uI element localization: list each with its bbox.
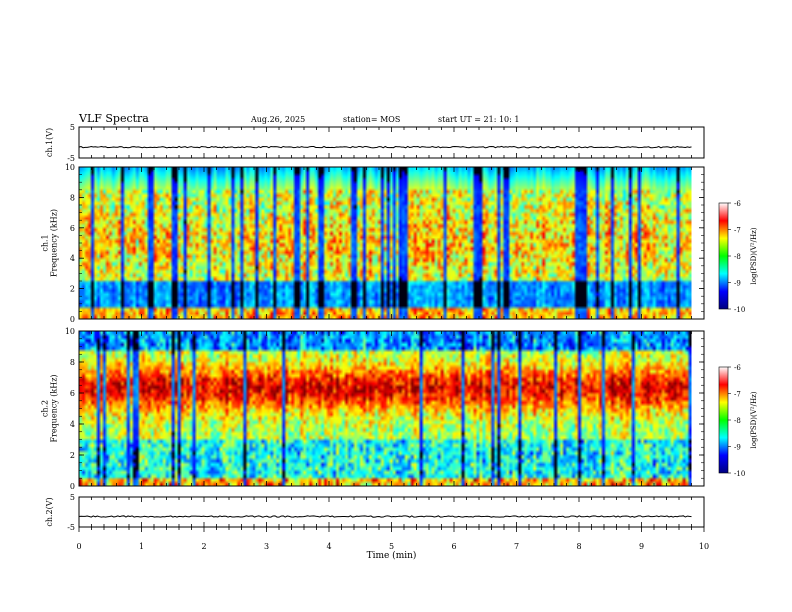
x-tick-label: 5 (389, 542, 394, 551)
colorbar-tick-label: -9 (734, 444, 741, 452)
x-tick-label: 10 (699, 542, 709, 551)
colorbar-tick-label: -7 (734, 227, 741, 235)
y-tick-label: 2 (70, 451, 75, 460)
date-label: Aug.26, 2025 (251, 115, 306, 124)
spectrogram-image (79, 167, 692, 319)
colorbar (718, 366, 729, 474)
y-tick-label: 0 (70, 315, 75, 324)
start-time-label: start UT = 21: 10: 1 (438, 115, 520, 124)
colorbar-tick-label: -8 (734, 417, 741, 425)
spectrogram-ch1 (79, 167, 692, 319)
chart-title: VLF Spectra (79, 112, 149, 125)
x-tick-label: 3 (264, 542, 269, 551)
x-tick-label: 2 (201, 542, 206, 551)
y-tick-label: 4 (70, 254, 75, 263)
colorbar-tick-label: -8 (734, 253, 741, 261)
ch2-voltage-trace (78, 515, 692, 518)
y-tick-label: 10 (65, 163, 75, 172)
y-axis-label: ch.2 (41, 400, 50, 417)
y-tick-label: 8 (70, 358, 75, 367)
ch1-voltage-trace (78, 145, 692, 149)
spectrogram-ch2 (79, 331, 692, 486)
x-tick-label: 6 (451, 542, 456, 551)
x-axis-label: Time (min) (367, 550, 417, 561)
y-tick-label: 0 (70, 482, 75, 491)
y-tick-label: 5 (70, 123, 75, 132)
y-tick-label: 6 (70, 224, 75, 233)
y-axis-label: ch.1(V) (45, 128, 54, 157)
station-label: station= MOS (343, 115, 401, 124)
colorbar-tick-label: -6 (734, 200, 741, 208)
y-tick-label: 4 (70, 420, 75, 429)
x-tick-label: 4 (326, 542, 331, 551)
y-axis-label: ch.2(V) (45, 497, 54, 526)
y-axis-label: Frequency (kHz) (50, 374, 59, 442)
colorbar-tick-label: -6 (734, 364, 741, 372)
y-tick-label: 8 (70, 193, 75, 202)
y-tick-label: -5 (67, 523, 75, 532)
colorbar-tick-label: -7 (734, 391, 741, 399)
colorbar-tick-label: -10 (734, 470, 745, 478)
colorbar (718, 202, 729, 310)
y-tick-label: 6 (70, 389, 75, 398)
y-tick-label: 10 (65, 327, 75, 336)
colorbar-label: log(PSD)(V²/Hz) (750, 391, 758, 448)
x-tick-label: 0 (76, 542, 81, 551)
x-tick-label: 1 (139, 542, 144, 551)
x-tick-label: 9 (639, 542, 644, 551)
colorbar-label: log(PSD)(V²/Hz) (750, 227, 758, 284)
x-tick-label: 7 (514, 542, 519, 551)
y-tick-label: 2 (70, 285, 75, 294)
x-tick-label: 8 (576, 542, 581, 551)
spectrogram-image (79, 331, 692, 486)
colorbar-tick-label: -9 (734, 280, 741, 288)
colorbar-tick-label: -10 (734, 306, 745, 314)
y-tick-label: 5 (70, 493, 75, 502)
y-tick-label: -5 (67, 154, 75, 163)
y-axis-label: ch.1 (41, 234, 50, 251)
y-axis-label: Frequency (kHz) (50, 209, 59, 277)
